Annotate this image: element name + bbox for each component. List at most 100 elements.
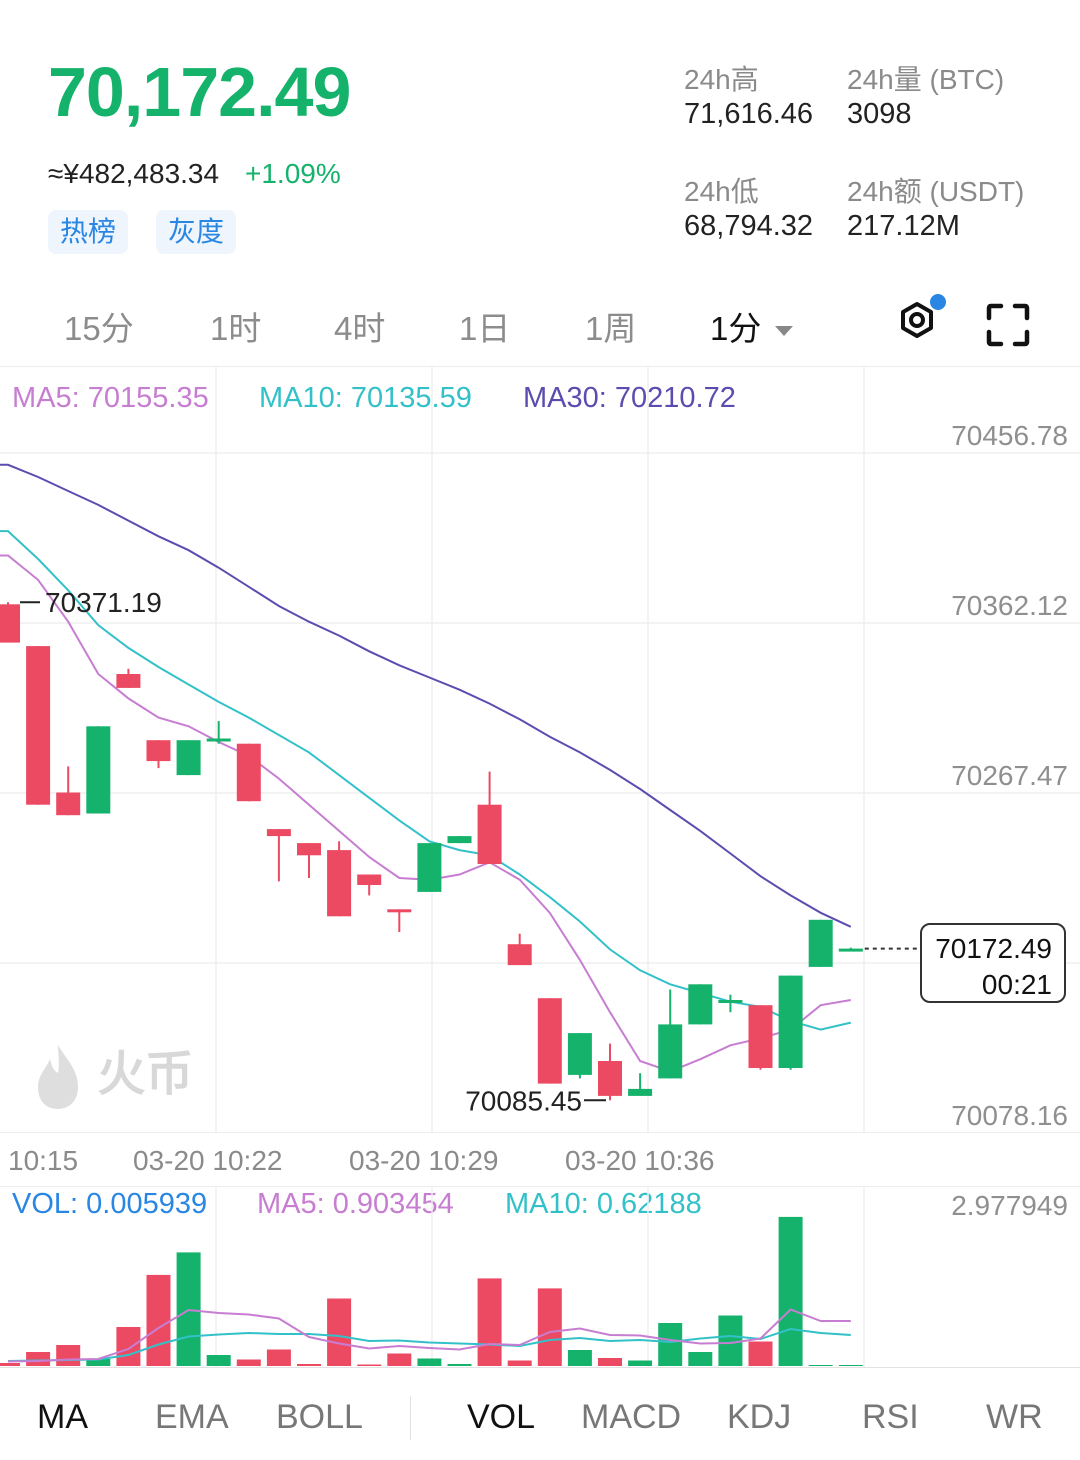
volume-bar xyxy=(718,1315,743,1366)
stat-amount-label: 24h额 (USDT) xyxy=(847,176,1025,207)
volume-chart[interactable] xyxy=(0,1187,1080,1367)
candle-body xyxy=(206,738,231,742)
volume-bar xyxy=(507,1360,532,1366)
notification-dot xyxy=(930,294,946,310)
volume-bar xyxy=(26,1352,51,1366)
volume-bar xyxy=(688,1352,713,1366)
watermark-text: 火币 xyxy=(97,1048,194,1101)
volume-bar xyxy=(206,1355,231,1366)
candle-body xyxy=(507,944,532,966)
tag-grayscale[interactable]: 灰度 xyxy=(156,210,237,254)
candle-body xyxy=(808,919,833,967)
tab-1week[interactable]: 1周 xyxy=(585,310,637,347)
ma5-line xyxy=(0,554,851,1073)
tab-1day[interactable]: 1日 xyxy=(459,310,511,347)
candle-body xyxy=(297,843,321,856)
stat-amount-value: 217.12M xyxy=(847,210,960,242)
tab-1min-label: 1分 xyxy=(710,310,762,347)
volume-axis-max: 2.977949 xyxy=(951,1190,1068,1221)
tab-kdj[interactable]: KDJ xyxy=(727,1398,792,1436)
stat-high-label: 24h高 xyxy=(684,64,759,95)
stat-low-value: 68,794.32 xyxy=(684,210,814,242)
stat-low-label: 24h低 xyxy=(684,176,759,207)
vol-ma5-legend: MA5: 0.903454 xyxy=(257,1188,454,1220)
volume-bar xyxy=(447,1364,472,1366)
candle-body xyxy=(387,909,412,913)
ma5-legend: MA5: 70155.35 xyxy=(12,382,209,414)
tab-ema[interactable]: EMA xyxy=(155,1398,229,1436)
high-price-label: 70371.19 xyxy=(45,587,162,618)
volume-bar xyxy=(838,1365,863,1366)
chart-top-border xyxy=(0,366,1080,367)
tab-macd[interactable]: MACD xyxy=(581,1398,682,1436)
volume-bar xyxy=(146,1274,171,1366)
volume-bar xyxy=(357,1364,382,1366)
time-axis-label: 03-20 10:36 xyxy=(565,1145,715,1176)
candle-body xyxy=(658,1024,683,1079)
tab-1min-dropdown[interactable]: 1分 xyxy=(710,302,794,350)
candle-body xyxy=(26,646,51,805)
candle-body xyxy=(176,740,201,776)
huobi-watermark-logo: 火币 xyxy=(32,1034,193,1113)
flame-icon xyxy=(38,1045,78,1110)
volume-bar xyxy=(116,1327,141,1366)
price-axis-label: 70456.78 xyxy=(951,420,1068,451)
candle-body xyxy=(0,604,20,643)
volume-bar xyxy=(567,1350,592,1366)
tab-1hour[interactable]: 1时 xyxy=(210,310,262,347)
tab-15min[interactable]: 15分 xyxy=(64,310,134,347)
time-axis-label: 03-20 10:22 xyxy=(133,1145,283,1176)
candle-body xyxy=(357,874,382,885)
tab-wr[interactable]: WR xyxy=(986,1398,1043,1436)
price-chart[interactable]: 70371.19 70085.45 xyxy=(0,367,1080,1132)
ma10-legend: MA10: 70135.59 xyxy=(259,382,472,414)
tab-vol[interactable]: VOL xyxy=(467,1398,536,1436)
volume-bar xyxy=(808,1365,833,1366)
candle-body xyxy=(417,843,442,892)
candle-body xyxy=(146,740,171,762)
candle-body xyxy=(447,836,472,844)
vol-ma10-legend: MA10: 0.62188 xyxy=(505,1188,702,1220)
candle-body xyxy=(266,829,291,837)
last-price: 70,172.49 xyxy=(48,53,351,131)
candle-body xyxy=(477,804,502,864)
volume-bar xyxy=(417,1358,442,1366)
time-axis-label: 03-20 10:29 xyxy=(349,1145,499,1176)
cny-price: ≈¥482,483.34 xyxy=(48,158,220,189)
volume-bar xyxy=(236,1359,261,1366)
tab-ma[interactable]: MA xyxy=(37,1398,88,1436)
stat-high-value: 71,616.46 xyxy=(684,98,814,130)
tag-hot-list[interactable]: 热榜 xyxy=(48,210,129,254)
chevron-down-icon xyxy=(775,326,794,337)
volume-bar xyxy=(387,1353,412,1366)
change-percent: +1.09% xyxy=(245,158,341,189)
candle-countdown: 00:21 xyxy=(981,969,1052,1000)
volume-bar xyxy=(658,1323,683,1366)
candle-body xyxy=(567,1033,592,1075)
volume-bar xyxy=(598,1358,622,1366)
tab-boll[interactable]: BOLL xyxy=(276,1398,363,1436)
volume-bar xyxy=(0,1363,20,1366)
volume-bottom-border xyxy=(0,1367,1080,1368)
ma30-line xyxy=(0,463,852,928)
volume-bar xyxy=(266,1349,291,1366)
current-price-marker: 70172.49 00:21 xyxy=(920,923,1066,1003)
candle-body xyxy=(116,674,141,688)
stat-volume-label: 24h量 (BTC) xyxy=(847,64,1005,95)
candle-body xyxy=(688,984,713,1025)
candle-body xyxy=(628,1088,653,1096)
settings-icon[interactable] xyxy=(893,292,949,352)
volume-bar xyxy=(778,1216,803,1366)
candle-body xyxy=(598,1061,622,1096)
volume-top-border xyxy=(0,1186,1080,1187)
candle-body xyxy=(327,850,352,917)
tab-4hour[interactable]: 4时 xyxy=(334,310,386,347)
price-axis-label: 70078.16 xyxy=(951,1100,1068,1131)
time-axis-label: 10:15 xyxy=(8,1145,79,1176)
tab-rsi[interactable]: RSI xyxy=(862,1398,919,1436)
candle-body xyxy=(838,948,863,952)
volume-bar xyxy=(327,1298,352,1366)
fullscreen-icon[interactable] xyxy=(985,302,1031,348)
current-price-value: 70172.49 xyxy=(935,933,1052,964)
vol-legend: VOL: 0.005939 xyxy=(12,1188,208,1220)
